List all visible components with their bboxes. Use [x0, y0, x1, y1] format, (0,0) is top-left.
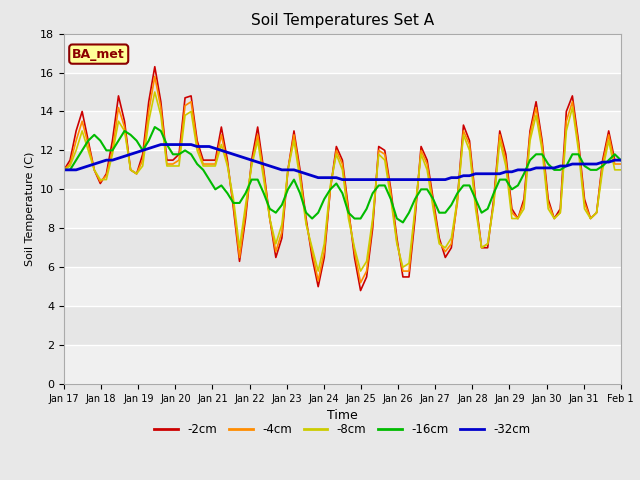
Text: BA_met: BA_met — [72, 48, 125, 60]
-32cm — [339, 177, 346, 182]
-16cm — [514, 182, 522, 188]
-16cm — [157, 128, 164, 134]
Line: -4cm: -4cm — [64, 76, 621, 283]
-16cm — [617, 157, 625, 163]
Legend: -2cm, -4cm, -8cm, -16cm, -32cm: -2cm, -4cm, -8cm, -16cm, -32cm — [150, 419, 535, 441]
-2cm — [60, 167, 68, 173]
-2cm — [151, 64, 159, 70]
-4cm — [151, 73, 159, 79]
-4cm — [617, 161, 625, 167]
Title: Soil Temperatures Set A: Soil Temperatures Set A — [251, 13, 434, 28]
-4cm — [344, 210, 352, 216]
-8cm — [351, 245, 358, 251]
-2cm — [157, 99, 164, 105]
-16cm — [132, 138, 140, 144]
-32cm — [351, 177, 358, 182]
-32cm — [157, 142, 164, 147]
-2cm — [181, 95, 189, 101]
-16cm — [344, 210, 352, 216]
-8cm — [60, 167, 68, 173]
-8cm — [314, 268, 322, 274]
-4cm — [157, 105, 164, 110]
-32cm — [132, 149, 140, 155]
Bar — [64, 0, 621, 34]
-8cm — [151, 89, 159, 95]
-2cm — [132, 171, 140, 177]
-4cm — [356, 280, 364, 286]
-8cm — [132, 171, 140, 177]
-32cm — [60, 167, 68, 173]
X-axis label: Time: Time — [327, 409, 358, 422]
-8cm — [460, 132, 467, 138]
-32cm — [514, 167, 522, 173]
-16cm — [460, 182, 467, 188]
-4cm — [60, 167, 68, 173]
Line: -16cm: -16cm — [64, 127, 621, 222]
Y-axis label: Soil Temperature (C): Soil Temperature (C) — [24, 152, 35, 266]
-32cm — [181, 142, 189, 147]
-16cm — [151, 124, 159, 130]
-4cm — [460, 128, 467, 134]
-4cm — [132, 171, 140, 177]
-2cm — [460, 122, 467, 128]
-8cm — [617, 167, 625, 173]
-8cm — [514, 216, 522, 221]
Bar — [64, 150, 621, 189]
-32cm — [460, 173, 467, 179]
-8cm — [181, 112, 189, 118]
Line: -32cm: -32cm — [64, 144, 621, 180]
Bar — [64, 228, 621, 267]
-4cm — [181, 103, 189, 108]
-32cm — [617, 157, 625, 163]
Line: -8cm: -8cm — [64, 92, 621, 271]
-8cm — [157, 112, 164, 118]
-32cm — [151, 144, 159, 149]
-2cm — [514, 216, 522, 221]
-2cm — [356, 288, 364, 293]
-4cm — [514, 216, 522, 221]
Bar — [64, 72, 621, 111]
-16cm — [399, 219, 407, 225]
-16cm — [60, 167, 68, 173]
-2cm — [344, 206, 352, 212]
-16cm — [181, 147, 189, 153]
-2cm — [617, 157, 625, 163]
Bar — [64, 306, 621, 345]
Line: -2cm: -2cm — [64, 67, 621, 290]
